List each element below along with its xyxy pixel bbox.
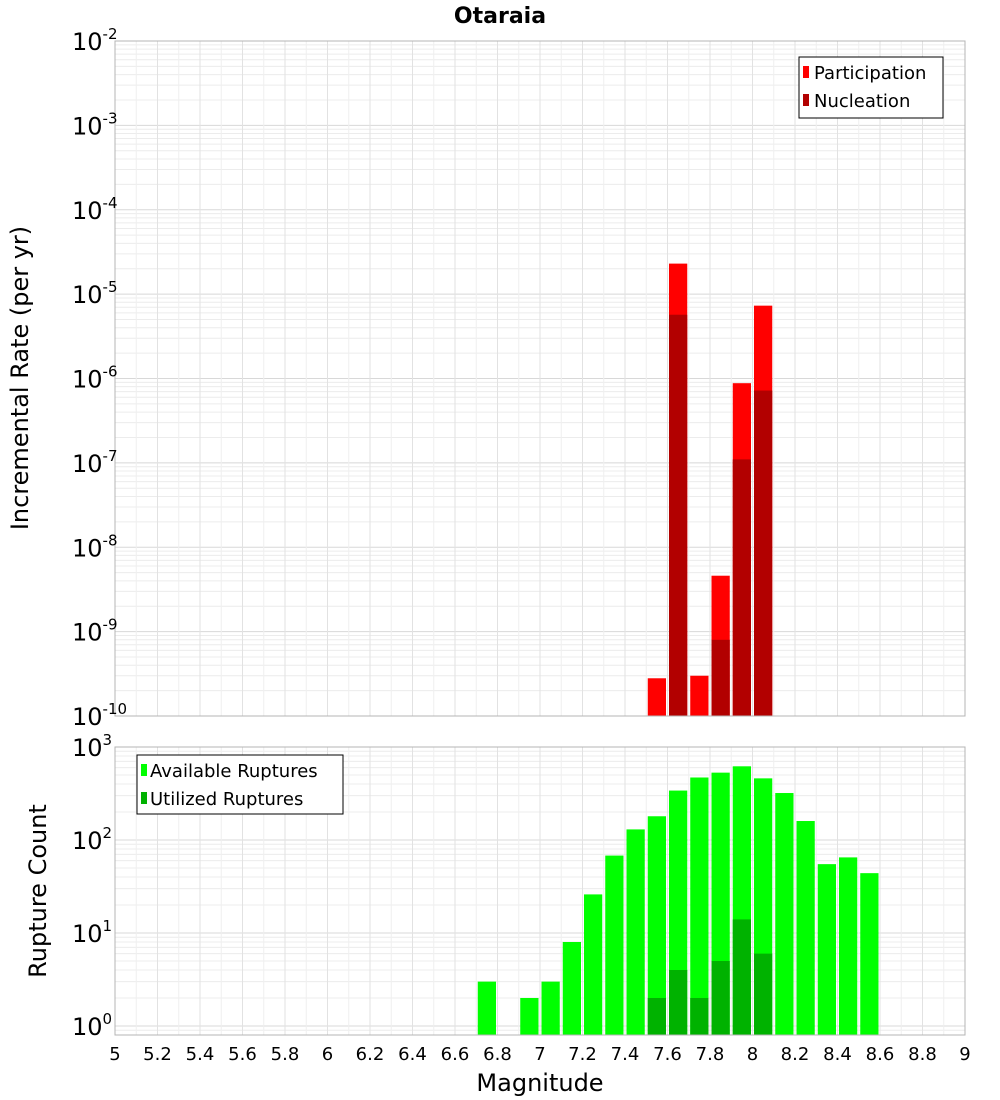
legend-label-available-ruptures: Available Ruptures [150,761,318,782]
x-tick-label: 6.6 [441,1044,470,1065]
y-tick-label: 102 [72,824,112,855]
bar-utilized-ruptures-7.85 [711,960,730,1035]
bar-available-ruptures-6.75 [477,981,496,1035]
x-tick-label: 5.2 [143,1044,172,1065]
x-tick-label: 5.6 [228,1044,257,1065]
y-tick-label: 10-9 [72,616,118,647]
bar-available-ruptures-8.55 [860,873,879,1035]
bar-utilized-ruptures-7.95 [732,919,751,1035]
y-tick-label: 100 [72,1010,112,1041]
x-tick-label: 5.8 [271,1044,300,1065]
y-tick-label: 10-10 [72,700,127,731]
y-tick-label: 101 [72,917,112,948]
x-tick-label: 7.6 [653,1044,682,1065]
top-y-tick-labels: 10-10 10-9 10-8 10-7 10-6 10-5 10-4 10-3 10-2 [72,25,127,731]
x-tick-label: 6.4 [398,1044,427,1065]
top-legend-box [798,56,944,119]
x-tick-label: 7 [534,1044,545,1065]
x-tick-label: 6.2 [356,1044,385,1065]
x-tick-label: 8 [747,1044,758,1065]
y-tick-label: 10-3 [72,109,118,140]
bar-available-ruptures-6.95 [520,997,539,1035]
x-tick-label: 5.4 [186,1044,215,1065]
x-tick-label: 8.6 [866,1044,895,1065]
bar-available-ruptures-7.55 [647,816,666,1035]
top-y-axis-label: Incremental Rate (per yr) [6,226,34,530]
bar-utilized-ruptures-8.05 [754,953,773,1035]
legend-swatch-available-ruptures [141,764,147,776]
bar-available-ruptures-8.25 [796,821,815,1035]
x-tick-label: 9 [959,1044,970,1065]
x-axis-label: Magnitude [476,1069,603,1097]
legend-label-participation: Participation [814,63,926,84]
bar-utilized-ruptures-7.65 [669,969,688,1035]
bottom-bars [477,766,879,1035]
y-tick-label: 10-8 [72,531,118,562]
x-tick-labels: 5 5.2 5.4 5.6 5.8 6 6.2 6.4 6.6 6.8 7 7.2 7.4 7.6 7.8 8… [109,1044,970,1065]
legend-label-utilized-ruptures: Utilized Ruptures [150,789,303,810]
bar-nucleation-7.65 [669,314,688,716]
y-tick-label: 10-4 [72,194,118,225]
bottom-plot-border [114,746,966,1036]
bar-participation-7.75 [690,675,709,716]
top-bars [647,263,773,716]
bottom-y-axis-label: Rupture Count [24,804,52,978]
legend-swatch-nucleation [803,94,809,106]
bar-available-ruptures-7.05 [541,981,560,1035]
chart-title: Otaraia [454,4,546,29]
x-tick-label: 6 [322,1044,333,1065]
bottom-legend: Available Ruptures Utilized Ruptures [136,754,344,815]
bar-utilized-ruptures-7.75 [690,997,709,1035]
top-grid [114,40,966,717]
bar-nucleation-7.95 [732,459,751,716]
y-tick-label: 103 [72,731,112,762]
x-tick-label: 7.2 [568,1044,597,1065]
legend-swatch-utilized-ruptures [141,792,147,804]
bottom-legend-box [136,754,344,815]
x-tick-label: 7.8 [696,1044,725,1065]
bar-available-ruptures-7.35 [605,855,624,1035]
bar-participation-7.55 [647,678,666,716]
bar-utilized-ruptures-7.55 [647,997,666,1035]
x-tick-label: 8.4 [823,1044,852,1065]
legend-swatch-participation [803,66,809,78]
x-tick-label: 7.4 [611,1044,640,1065]
x-tick-label: 5 [109,1044,120,1065]
x-tick-label: 6.8 [483,1044,512,1065]
bar-nucleation-8.05 [754,390,773,716]
bar-nucleation-7.85 [711,639,730,716]
bar-available-ruptures-8.35 [817,864,836,1035]
top-plot-border [114,40,966,717]
y-tick-label: 10-6 [72,363,118,394]
y-tick-label: 10-7 [72,447,118,478]
bar-available-ruptures-7.25 [584,894,603,1035]
bar-available-ruptures-7.75 [690,777,709,1035]
y-tick-label: 10-5 [72,278,118,309]
top-legend: Participation Nucleation [798,56,944,119]
bar-available-ruptures-7.15 [562,942,581,1035]
x-tick-label: 8.8 [908,1044,937,1065]
legend-label-nucleation: Nucleation [814,91,910,112]
bar-available-ruptures-8.45 [839,857,858,1035]
bar-available-ruptures-7.45 [626,829,645,1035]
x-tick-label: 8.2 [781,1044,810,1065]
bar-available-ruptures-8.15 [775,793,794,1035]
y-tick-label: 10-2 [72,25,118,56]
bottom-y-tick-labels: 100 101 102 103 [72,731,112,1041]
